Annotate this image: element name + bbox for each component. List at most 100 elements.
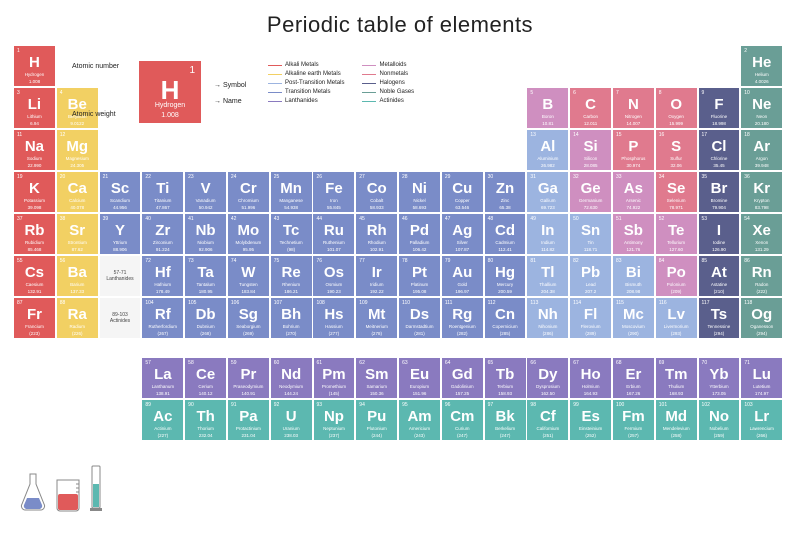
element-symbol: Se bbox=[656, 180, 697, 197]
element-name: Rhodium bbox=[356, 240, 397, 245]
atomic-weight: (289) bbox=[570, 331, 611, 336]
element-name: Tin bbox=[570, 240, 611, 245]
atomic-weight: (286) bbox=[527, 331, 568, 336]
atomic-weight: (98) bbox=[271, 247, 312, 252]
element-Bi: 83BiBismuth208.98 bbox=[613, 256, 654, 296]
element-symbol: O bbox=[656, 96, 697, 113]
atomic-weight: (259) bbox=[699, 433, 740, 438]
element-Ta: 73TaTantalum180.95 bbox=[185, 256, 226, 296]
element-name: Fermium bbox=[613, 426, 654, 431]
element-name: Moscovium bbox=[613, 324, 654, 329]
legend-category: Alkali Metals bbox=[268, 62, 344, 68]
atomic-weight: 92.906 bbox=[185, 247, 226, 252]
element-U: 92UUranium238.03 bbox=[271, 400, 312, 440]
atomic-weight: 1.008 bbox=[14, 79, 55, 84]
atomic-weight: 192.22 bbox=[356, 289, 397, 294]
element-symbol: Ac bbox=[142, 408, 183, 425]
atomic-weight: 173.05 bbox=[699, 391, 740, 396]
element-symbol: P bbox=[613, 138, 654, 155]
atomic-weight: 55.845 bbox=[313, 205, 354, 210]
element-name: Nitrogen bbox=[613, 114, 654, 119]
element-Cn: 112CnCopernicium(285) bbox=[485, 298, 526, 338]
element-symbol: Rg bbox=[442, 306, 483, 323]
element-Th: 90ThThorium232.04 bbox=[185, 400, 226, 440]
element-Ba: 56BaBarium137.33 bbox=[57, 256, 98, 296]
atomic-weight: 54.938 bbox=[271, 205, 312, 210]
element-Pm: 61PmPromethium(145) bbox=[314, 358, 355, 398]
element-name: Neodymium bbox=[271, 384, 312, 389]
element-name: Plutonium bbox=[356, 426, 397, 431]
element-name: Thallium bbox=[527, 282, 568, 287]
element-Gd: 64GdGadolinium157.25 bbox=[442, 358, 483, 398]
element-name: Lead bbox=[570, 282, 611, 287]
element-symbol: Pm bbox=[314, 366, 355, 383]
element-name: Oganesson bbox=[741, 324, 782, 329]
element-symbol: Y bbox=[100, 222, 141, 239]
element-Tm: 69TmThulium168.93 bbox=[656, 358, 697, 398]
element-name: Argon bbox=[741, 156, 782, 161]
element-Po: 84PoPolonium(209) bbox=[656, 256, 697, 296]
element-symbol: Al bbox=[527, 138, 568, 155]
element-Nh: 113NhNihonium(286) bbox=[527, 298, 568, 338]
element-symbol: Li bbox=[14, 96, 55, 113]
element-symbol: K bbox=[14, 180, 55, 197]
element-C: 6CCarbon12.011 bbox=[570, 88, 611, 128]
legend-category: Alkaline earth Metals bbox=[268, 71, 344, 77]
element-name: Tantalum bbox=[185, 282, 226, 287]
legend-sample-name: Hydrogen bbox=[139, 102, 201, 109]
atomic-weight: 47.867 bbox=[142, 205, 183, 210]
element-symbol: Ir bbox=[356, 264, 397, 281]
atomic-weight: (222) bbox=[741, 289, 782, 294]
element-symbol: Ne bbox=[741, 96, 782, 113]
element-Pr: 59PrPraseodymium140.91 bbox=[228, 358, 269, 398]
atomic-weight: 207.2 bbox=[570, 289, 611, 294]
element-Ac: 89AcActinium(227) bbox=[142, 400, 183, 440]
element-symbol: Tb bbox=[485, 366, 526, 383]
element-symbol: Fe bbox=[313, 180, 354, 197]
atomic-weight: 238.03 bbox=[271, 433, 312, 438]
element-Sm: 62SmSamarium150.36 bbox=[356, 358, 397, 398]
element-Ho: 67HoHolmium164.93 bbox=[570, 358, 611, 398]
element-symbol: Hg bbox=[485, 264, 526, 281]
atomic-weight: (269) bbox=[228, 331, 269, 336]
atomic-weight: 24.305 bbox=[57, 163, 98, 168]
element-V: 23VVanadium50.942 bbox=[185, 172, 226, 212]
element-name: Curium bbox=[442, 426, 483, 431]
atomic-weight: (281) bbox=[399, 331, 440, 336]
atomic-weight: 164.93 bbox=[570, 391, 611, 396]
atomic-weight: (258) bbox=[656, 433, 697, 438]
element-symbol: Sc bbox=[100, 180, 141, 197]
element-name: Protactinium bbox=[228, 426, 269, 431]
element-symbol: Te bbox=[656, 222, 697, 239]
element-Rf: 104RfRutherfordium(267) bbox=[142, 298, 183, 338]
actinides-row: 89AcActinium(227)90ThThorium232.0491PaPr… bbox=[14, 400, 786, 440]
element-name: Uranium bbox=[271, 426, 312, 431]
element-name: Meitnerium bbox=[356, 324, 397, 329]
element-symbol: Sr bbox=[57, 222, 98, 239]
element-La: 57LaLanthanum138.91 bbox=[142, 358, 183, 398]
atomic-weight: 20.180 bbox=[741, 121, 782, 126]
element-symbol: Si bbox=[570, 138, 611, 155]
element-symbol: Yb bbox=[699, 366, 740, 383]
element-Hf: 72HfHafnium178.49 bbox=[142, 256, 183, 296]
atomic-weight: 72.630 bbox=[570, 205, 611, 210]
element-symbol: Pd bbox=[399, 222, 440, 239]
element-symbol: Lu bbox=[741, 366, 782, 383]
element-Mc: 115McMoscovium(290) bbox=[613, 298, 654, 338]
element-Ni: 28NiNickel58.693 bbox=[399, 172, 440, 212]
atomic-weight: (290) bbox=[613, 331, 654, 336]
element-name: Livermorium bbox=[656, 324, 697, 329]
element-Dy: 66DyDysprosium162.50 bbox=[527, 358, 568, 398]
element-symbol: Ga bbox=[527, 180, 568, 197]
element-H: 1HHydrogen1.008 bbox=[14, 46, 55, 86]
atomic-weight: 101.07 bbox=[313, 247, 354, 252]
atomic-weight: 28.085 bbox=[570, 163, 611, 168]
atomic-weight: 138.91 bbox=[142, 391, 183, 396]
atomic-weight: 140.91 bbox=[228, 391, 269, 396]
atomic-weight: 131.29 bbox=[741, 247, 782, 252]
element-symbol: Fm bbox=[613, 408, 654, 425]
element-Eu: 63EuEuropium151.96 bbox=[399, 358, 440, 398]
element-symbol: C bbox=[570, 96, 611, 113]
element-name: Caesium bbox=[14, 282, 55, 287]
element-name: Ytterbium bbox=[699, 384, 740, 389]
